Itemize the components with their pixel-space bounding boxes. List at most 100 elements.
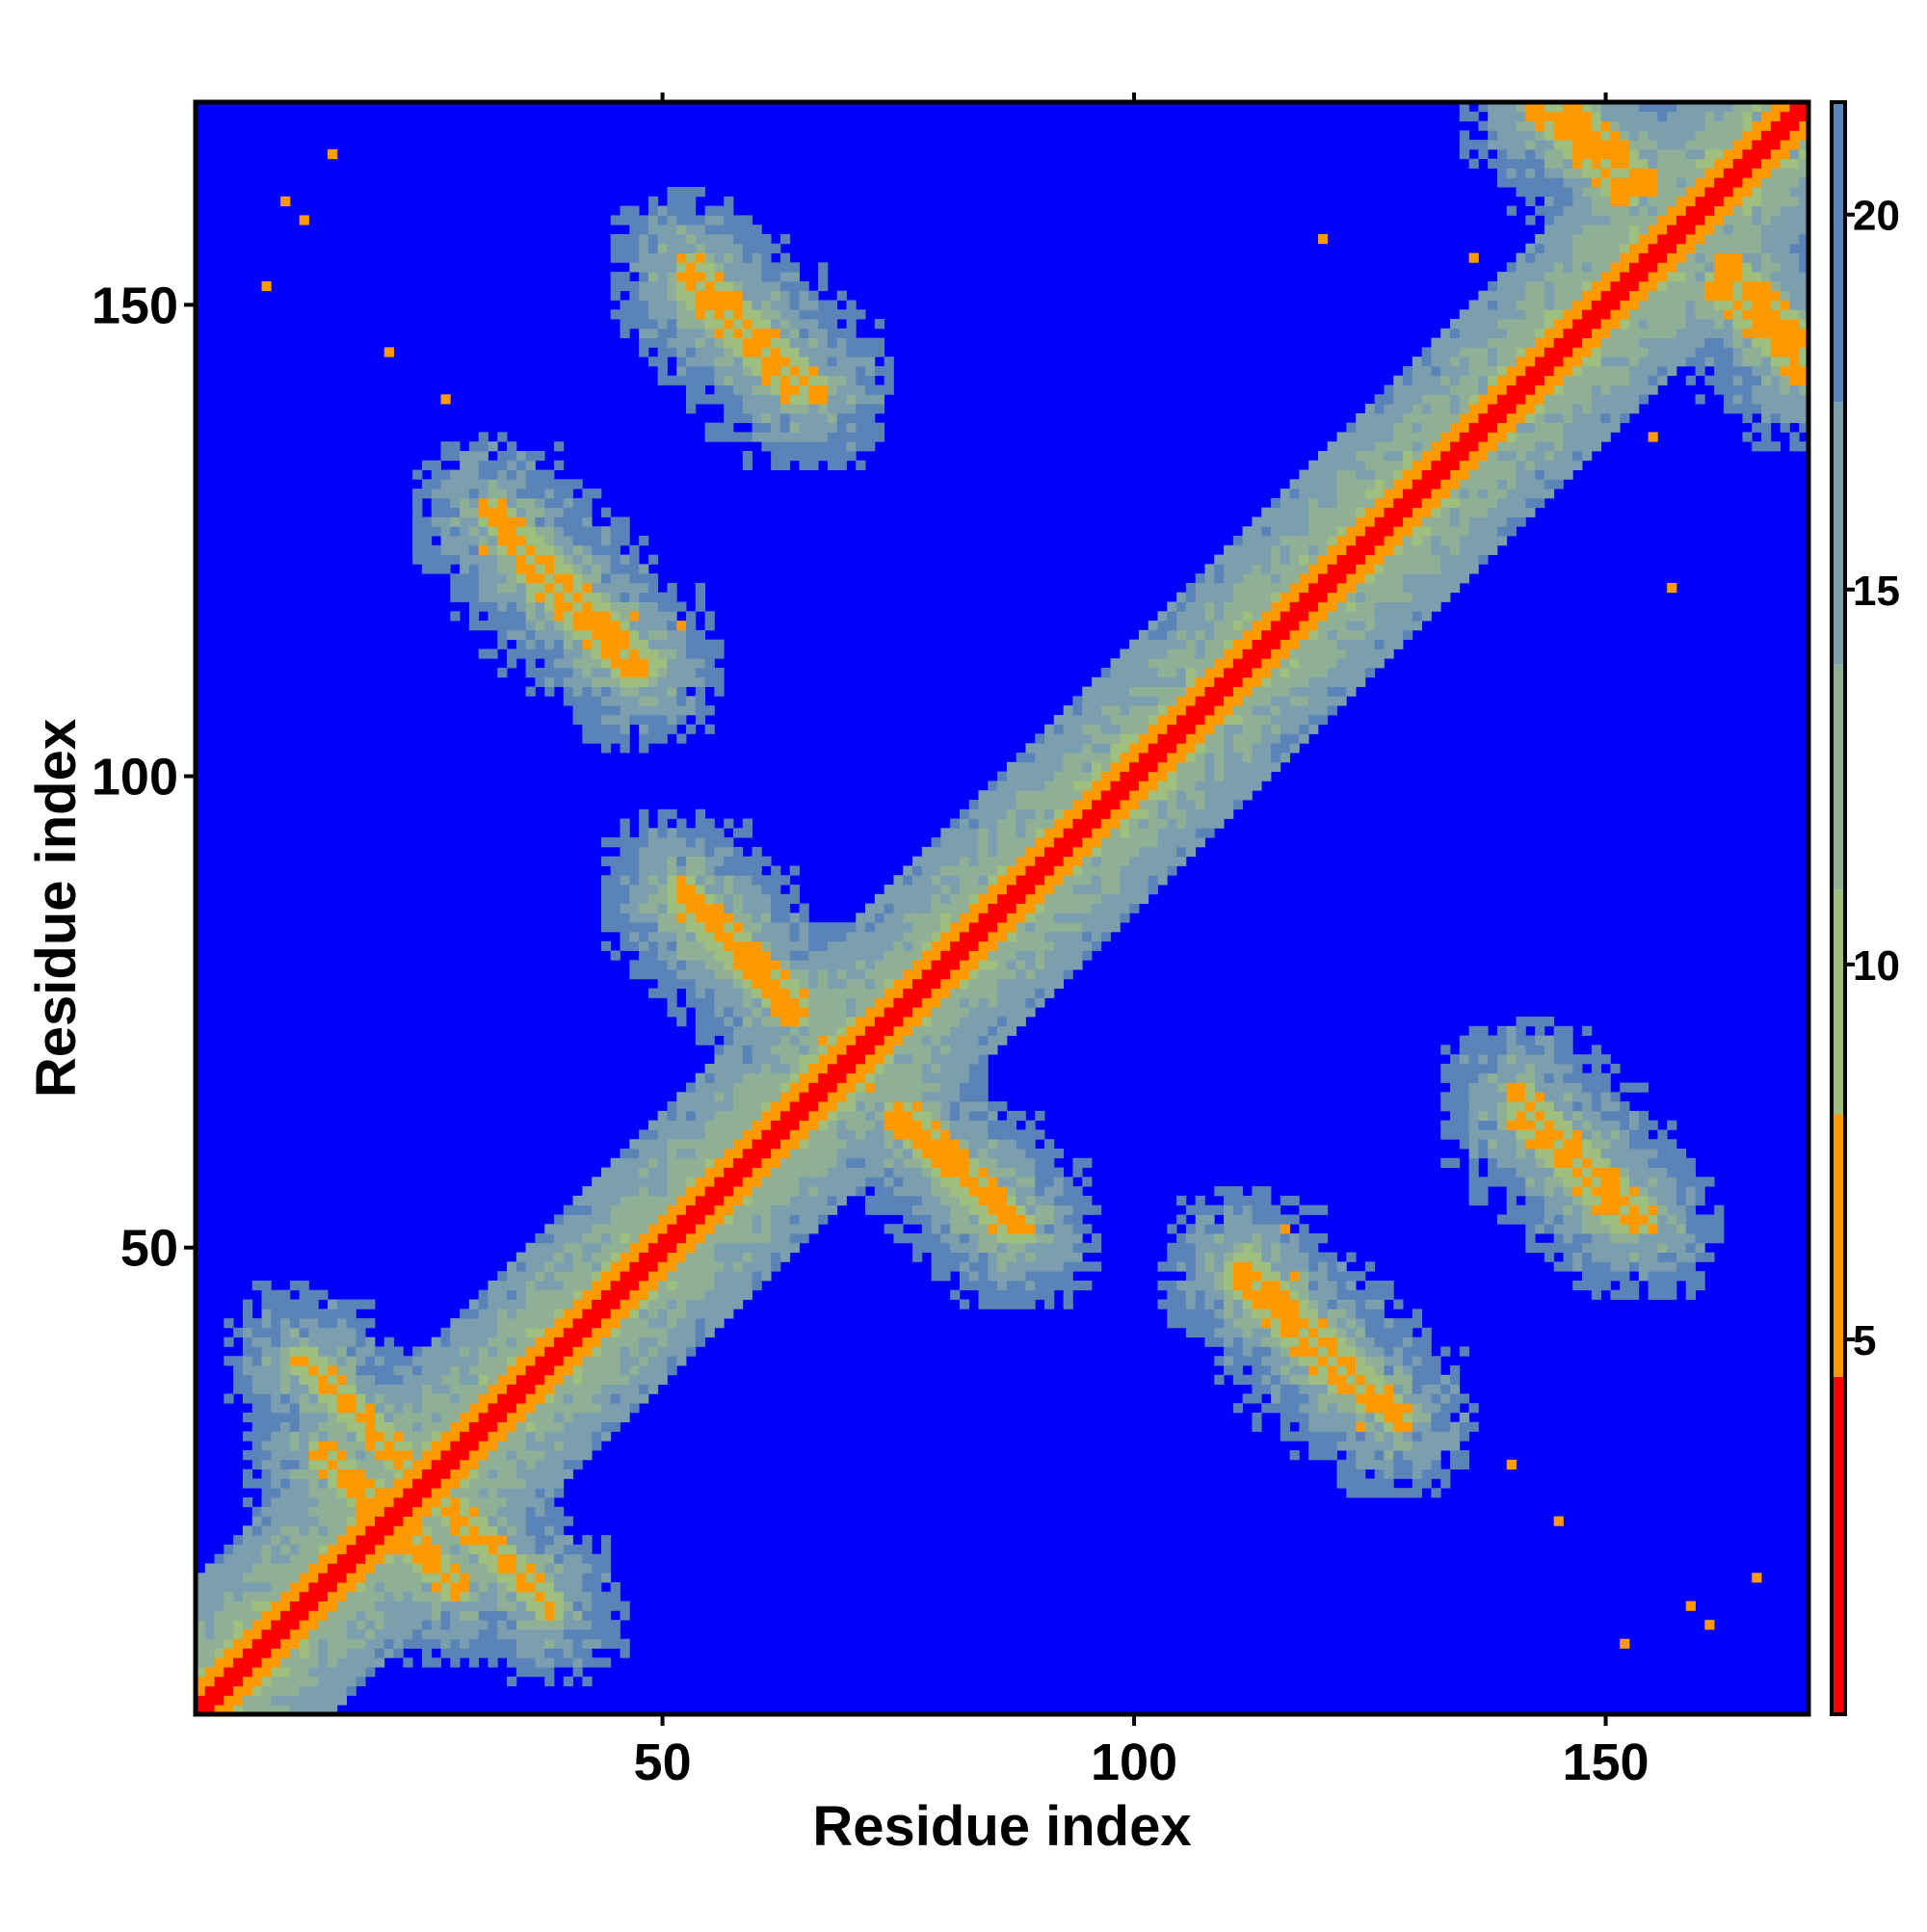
heatmap-cell — [403, 1469, 413, 1479]
heatmap-cell — [704, 1195, 715, 1206]
heatmap-cell — [582, 1204, 593, 1215]
heatmap-cell — [959, 1186, 970, 1197]
heatmap-cell — [950, 913, 961, 923]
heatmap-cell — [988, 1289, 998, 1300]
heatmap-cell — [233, 1365, 244, 1376]
heatmap-cell — [1006, 1148, 1017, 1159]
heatmap-cell — [544, 1365, 555, 1376]
heatmap-cell — [978, 978, 989, 990]
heatmap-cell — [582, 1412, 593, 1423]
heatmap-cell — [563, 1214, 573, 1225]
heatmap-cell — [375, 1412, 385, 1423]
heatmap-cell — [450, 489, 461, 499]
heatmap-cell — [610, 1384, 620, 1394]
heatmap-cell — [629, 885, 640, 895]
heatmap-cell — [761, 422, 772, 433]
heatmap-cell — [779, 903, 791, 913]
heatmap-cell — [403, 1506, 413, 1517]
heatmap-cell — [836, 960, 847, 970]
heatmap-cell — [1006, 1157, 1017, 1168]
heatmap-cell — [818, 1139, 829, 1150]
heatmap-cell — [1016, 790, 1026, 801]
heatmap-cell — [507, 1516, 517, 1526]
heatmap-cell — [714, 1177, 725, 1187]
heatmap-cell — [421, 1478, 433, 1489]
heatmap-cell — [507, 544, 517, 556]
heatmap-cell — [1006, 969, 1017, 980]
heatmap-cell — [846, 441, 857, 452]
heatmap-cell — [610, 1374, 620, 1385]
heatmap-cell — [779, 1204, 791, 1215]
heatmap-cell — [440, 479, 451, 490]
heatmap-cell — [808, 1082, 819, 1093]
heatmap-cell — [620, 582, 630, 594]
heatmap-cell — [808, 300, 819, 310]
heatmap-cell — [856, 441, 866, 452]
heatmap-cell — [657, 309, 668, 320]
heatmap-cell — [978, 1017, 989, 1027]
heatmap-cell — [1016, 940, 1026, 951]
heatmap-cell — [535, 1365, 545, 1376]
heatmap-cell — [846, 422, 857, 433]
heatmap-cell — [525, 1516, 536, 1526]
heatmap-cell — [525, 1337, 536, 1347]
heatmap-cell — [695, 950, 706, 961]
heatmap-cell — [554, 1601, 565, 1611]
heatmap-cell — [431, 460, 441, 470]
heatmap-cell — [356, 1459, 366, 1470]
heatmap-cell — [997, 1261, 1008, 1272]
heatmap-cell — [921, 1233, 932, 1244]
heatmap-cell — [639, 922, 649, 933]
heatmap-cell — [988, 1007, 998, 1018]
heatmap-cell — [874, 997, 885, 1008]
heatmap-cell — [789, 1120, 800, 1130]
heatmap-cell — [818, 988, 829, 998]
heatmap-cell — [752, 1233, 762, 1244]
heatmap-cell — [233, 1573, 244, 1583]
heatmap-cell — [752, 1280, 762, 1291]
heatmap-cell — [676, 1261, 687, 1272]
heatmap-cell — [629, 225, 640, 235]
heatmap-cell — [488, 554, 498, 565]
heatmap-cell — [1025, 1177, 1036, 1187]
heatmap-cell — [328, 1459, 338, 1470]
heatmap-cell — [563, 1573, 573, 1583]
heatmap-cell — [818, 347, 829, 357]
heatmap-cell — [1006, 1252, 1017, 1262]
heatmap-cell — [893, 913, 904, 923]
heatmap-cell — [779, 1195, 791, 1206]
heatmap-cell — [242, 1478, 253, 1489]
heatmap-cell — [289, 1478, 301, 1489]
heatmap-cell — [336, 1309, 348, 1319]
heatmap-cell — [865, 1148, 876, 1159]
heatmap-cell — [308, 1384, 319, 1394]
heatmap-cell — [695, 1139, 706, 1150]
heatmap-cell — [600, 686, 612, 697]
heatmap-cell — [799, 300, 809, 310]
heatmap-cell — [779, 272, 791, 282]
heatmap-cell — [271, 1412, 281, 1423]
heatmap-cell — [742, 337, 752, 348]
heatmap-cell — [704, 828, 715, 838]
heatmap-cell — [704, 1082, 715, 1093]
heatmap-cell — [742, 1054, 752, 1065]
heatmap-cell — [779, 950, 791, 961]
heatmap-cell — [1016, 1242, 1026, 1253]
heatmap-cell — [667, 639, 677, 649]
heatmap-cell — [346, 1667, 356, 1678]
heatmap-cell — [375, 1638, 385, 1649]
heatmap-cell — [572, 1252, 583, 1262]
heatmap-cell — [903, 865, 913, 876]
heatmap-cell — [336, 1667, 348, 1678]
heatmap-cell — [600, 1214, 612, 1225]
heatmap-cell — [412, 1431, 423, 1442]
heatmap-cell — [676, 686, 687, 697]
heatmap-cell — [450, 1610, 461, 1621]
heatmap-cell — [921, 1110, 932, 1122]
heatmap-cell — [789, 1214, 800, 1225]
heatmap-cell — [308, 1496, 319, 1508]
heatmap-cell — [724, 856, 734, 866]
heatmap-cell — [808, 450, 819, 462]
heatmap-cell — [695, 1214, 706, 1225]
heatmap-cell — [478, 469, 488, 480]
